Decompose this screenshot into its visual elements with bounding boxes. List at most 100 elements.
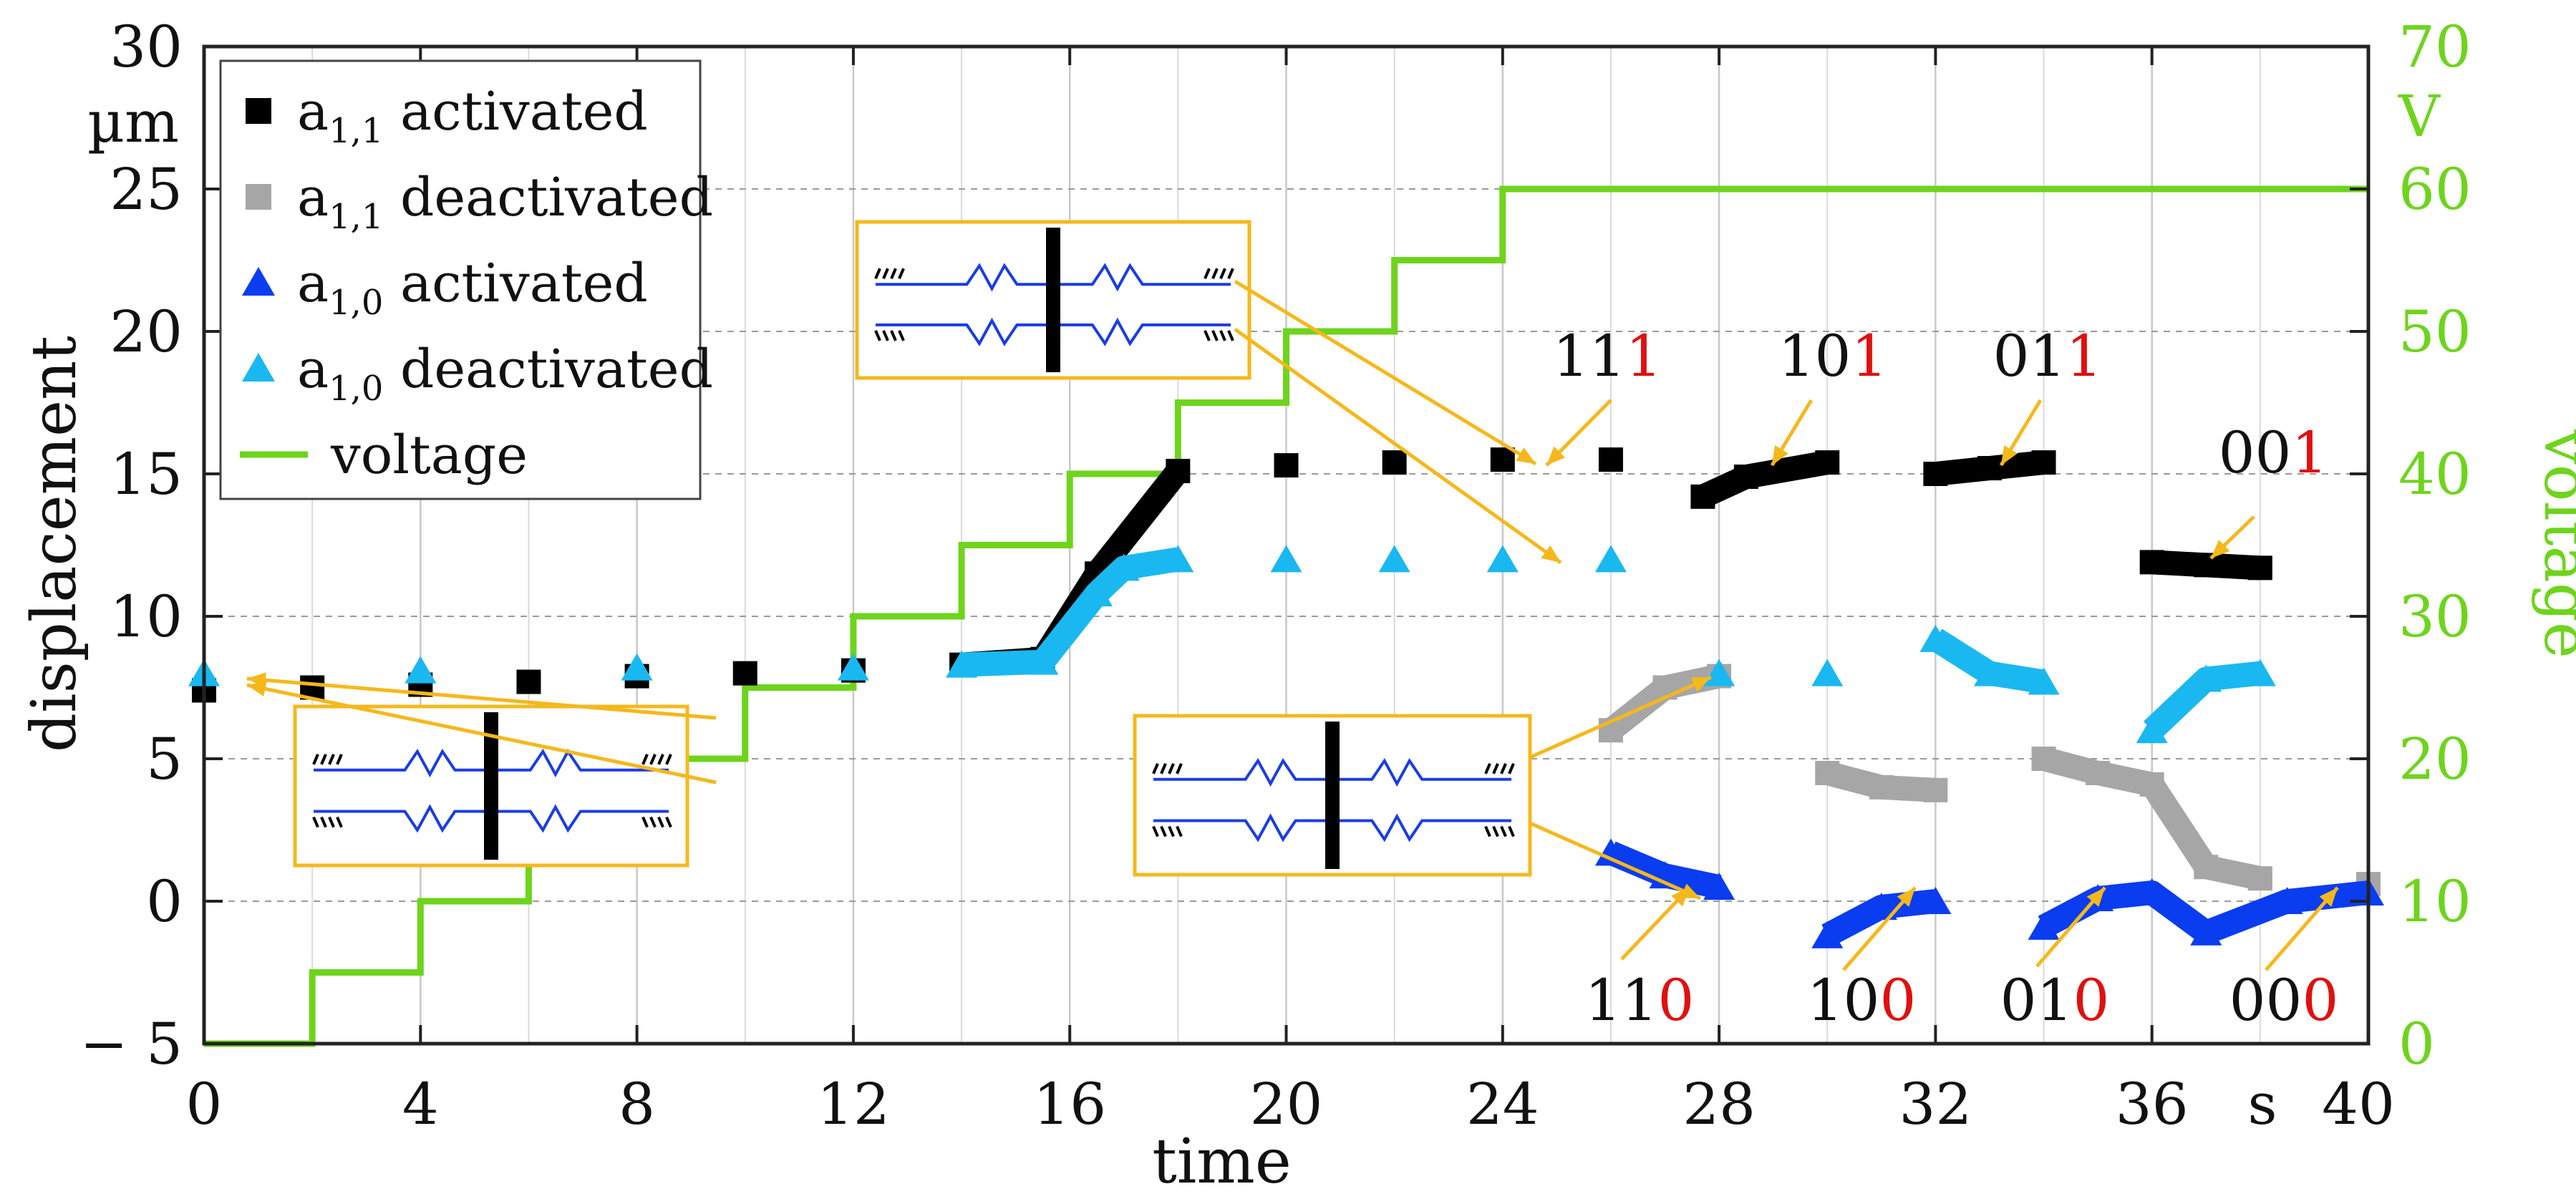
legend-label: voltage (330, 424, 528, 486)
legend-label-subscript: 1,1 (329, 111, 383, 151)
code-annotation-prefix: 10 (1778, 323, 1851, 389)
legend-item-a11_deactivated: a1,1 deactivated (246, 167, 713, 237)
beam-bar (1046, 228, 1060, 372)
data-point-a11_activated (732, 661, 757, 686)
axis-ticks (203, 45, 2370, 1045)
data-point-a11_activated (1690, 484, 1715, 509)
x-tick-label: 20 (1250, 1071, 1323, 1137)
y-tick-label: − 5 (80, 1011, 183, 1077)
x-tick-label: 8 (619, 1071, 655, 1137)
code-annotation: 111 (1553, 323, 1662, 389)
data-point-a10_deactivated (1703, 659, 1735, 686)
annotation-arrowhead (2319, 888, 2338, 907)
code-annotation: 110 (1585, 967, 1695, 1034)
annotation-arrowhead (1546, 446, 1566, 465)
annotation-arrowhead (247, 681, 267, 697)
data-point-a10_activated (1865, 892, 1897, 920)
annotation-arrow (1529, 821, 1702, 900)
support-hatch (1160, 825, 1167, 838)
data-point-a11_activated (2031, 450, 2056, 475)
data-point-a11_deactivated (1923, 777, 1948, 802)
support-hatch (874, 268, 881, 279)
data-point-a10_activated (1594, 838, 1627, 866)
data-point-a10_deactivated (1162, 545, 1194, 573)
support-hatch (649, 816, 657, 828)
data-point-a11_deactivated (1869, 775, 1894, 800)
support-hatch (641, 754, 649, 765)
data-point-a10_deactivated (405, 656, 437, 684)
x-tick-label: 28 (1682, 1071, 1756, 1137)
support-hatch (1500, 825, 1507, 838)
support-hatch (1219, 268, 1226, 279)
legend-label-base: a (297, 253, 329, 314)
data-point-a11_deactivated (2086, 760, 2111, 785)
support-hatch (1152, 825, 1159, 838)
y2-tick-label: 30 (2398, 583, 2471, 650)
y2-tick-label: 20 (2398, 726, 2471, 792)
support-hatch (1227, 268, 1234, 279)
data-point-a10_deactivated (2136, 716, 2168, 744)
data-point-a10_activated (1649, 861, 1681, 889)
legend-label: a1,0 activated (297, 253, 648, 323)
legend-marker-square (246, 98, 271, 124)
voltage-layer (204, 185, 2368, 1047)
legend-label-text: deactivated (383, 167, 712, 228)
support-hatch (649, 754, 657, 765)
annotation-arrows (246, 279, 2339, 971)
legend-marker-triangle (242, 267, 275, 296)
annotation-arrowhead (1897, 888, 1915, 907)
support-hatch (312, 816, 319, 828)
support-hatch (336, 816, 343, 828)
code-annotation-prefix: 10 (1807, 967, 1880, 1034)
support-hatch (1176, 763, 1183, 775)
legend-label-base: a (297, 167, 329, 228)
y-tick-label: 5 (146, 726, 183, 792)
data-point-a10_deactivated (1811, 659, 1844, 686)
support-hatch (882, 268, 889, 279)
data-point-a10_activated (1919, 887, 1952, 914)
support-hatch (1227, 330, 1234, 341)
y2-tick-label: 40 (2398, 441, 2471, 508)
y-axis-title: displacement (19, 336, 90, 752)
code-annotation-suffix: 1 (2066, 323, 2102, 389)
code-annotation: 011 (1993, 323, 2103, 389)
y-unit-label: µm (87, 89, 179, 155)
code-annotation-suffix: 0 (1879, 967, 1916, 1034)
x-tick-label: 24 (1466, 1071, 1539, 1137)
voltage-step-line (204, 185, 2368, 1047)
data-point-a10_deactivated (2028, 667, 2060, 695)
support-hatch (1219, 330, 1226, 341)
support-hatch (657, 754, 664, 765)
y-tick-label: 10 (110, 583, 183, 650)
data-point-a10_deactivated (1108, 553, 1140, 581)
support-hatch (898, 268, 905, 279)
x-tick-label: 40 (2322, 1071, 2395, 1137)
code-annotation-prefix: 00 (2229, 967, 2303, 1034)
data-point-a11_deactivated (2194, 855, 2219, 880)
legend-item-a10_activated: a1,0 activated (242, 253, 648, 323)
data-point-a11_activated (2139, 550, 2164, 575)
x-tick-label: 16 (1033, 1071, 1106, 1137)
data-point-a10_activated (1811, 921, 1844, 948)
y2-axis-title: voltage (2530, 429, 2576, 659)
annotation-arrow (1234, 327, 1562, 565)
legend-box (219, 59, 702, 500)
data-point-a11_activated (1733, 464, 1758, 489)
data-point-a10_deactivated (2244, 659, 2276, 686)
support-hatch (1508, 763, 1515, 775)
x-tick-label: 0 (186, 1071, 223, 1137)
code-annotation-prefix: 01 (2000, 967, 2073, 1034)
support-hatch (874, 330, 881, 341)
legend-label-subscript: 1,0 (329, 369, 383, 409)
series-band-a11_activated (1698, 450, 1830, 508)
y2-unit-label: V (2398, 83, 2441, 150)
annotation-arrowhead (1541, 545, 1561, 563)
legend-label: a1,1 activated (297, 81, 648, 151)
x-axis-title: time (1152, 1126, 1292, 1198)
code-annotation-prefix: 00 (2219, 419, 2292, 486)
y-tick-label: 25 (110, 156, 183, 223)
support-hatch (882, 330, 889, 341)
support-hatch (328, 816, 335, 828)
code-annotation-suffix: 1 (2291, 419, 2328, 486)
data-point-a10_activated (2271, 887, 2303, 914)
